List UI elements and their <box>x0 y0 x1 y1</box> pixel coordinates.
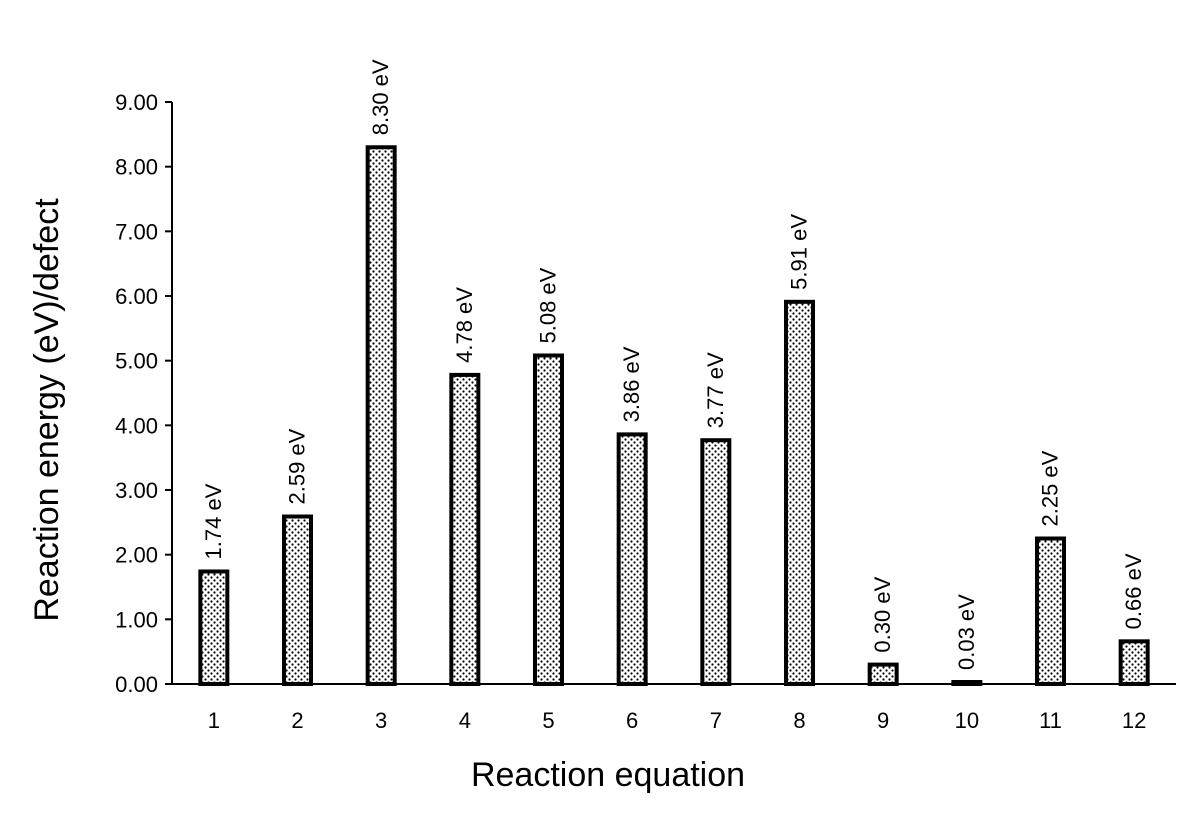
y-tick-label: 9.00 <box>115 90 158 115</box>
data-label: 3.77 eV <box>703 352 728 428</box>
data-label: 0.03 eV <box>954 594 979 670</box>
x-tick-label: 5 <box>542 708 554 733</box>
x-tick-label: 11 <box>1039 708 1062 733</box>
data-label: 8.30 eV <box>368 59 393 135</box>
y-tick-label: 3.00 <box>115 478 158 503</box>
bar <box>449 372 481 686</box>
data-label: 4.78 eV <box>452 287 477 363</box>
y-tick-label: 1.00 <box>115 607 158 632</box>
x-tick-label: 3 <box>375 708 387 733</box>
x-tick-label: 6 <box>626 708 638 733</box>
y-axis-ticks: 0.00 1.00 2.00 3.00 4.00 5.00 6.00 7.00 8.00 9.00 <box>115 90 172 697</box>
bars <box>198 145 1150 687</box>
data-label: 1.74 eV <box>201 483 226 559</box>
x-tick-label: 12 <box>1122 708 1146 733</box>
x-axis-title: Reaction equation <box>471 756 745 794</box>
bar <box>365 145 397 686</box>
x-tick-label: 7 <box>710 708 722 733</box>
data-label: 3.86 eV <box>619 346 644 422</box>
bar <box>1035 536 1066 686</box>
bar <box>616 432 648 686</box>
bar <box>867 662 899 686</box>
x-axis-ticks: 1 2 3 4 5 6 7 8 9 10 11 12 <box>208 708 1147 733</box>
x-tick-label: 1 <box>208 708 220 733</box>
bar <box>700 438 732 686</box>
data-label: 2.59 eV <box>285 428 310 504</box>
x-tick-label: 9 <box>877 708 889 733</box>
y-tick-label: 7.00 <box>115 219 158 244</box>
bar <box>784 299 815 686</box>
data-label: 5.08 eV <box>536 267 561 343</box>
y-tick-label: 4.00 <box>115 413 158 438</box>
x-tick-label: 2 <box>291 708 303 733</box>
x-tick-label: 4 <box>459 708 471 733</box>
y-tick-label: 0.00 <box>115 672 158 697</box>
x-tick-label: 8 <box>793 708 805 733</box>
data-labels: 1.74 eV 2.59 eV 8.30 eV 4.78 eV 5.08 eV 3.86 … <box>201 59 1146 670</box>
data-label: 5.91 eV <box>787 214 812 290</box>
bar <box>282 514 313 686</box>
y-axis-title: Reaction energy (eV)/defect <box>28 198 66 622</box>
data-label: 2.25 eV <box>1038 450 1063 526</box>
x-tick-label: 10 <box>955 708 979 733</box>
y-tick-label: 8.00 <box>115 155 158 180</box>
bar <box>1118 639 1150 687</box>
y-tick-label: 5.00 <box>115 349 158 374</box>
y-tick-label: 6.00 <box>115 284 158 309</box>
data-label: 0.66 eV <box>1121 553 1146 629</box>
bar <box>198 569 230 686</box>
data-label: 0.30 eV <box>870 576 895 652</box>
y-tick-label: 2.00 <box>115 543 158 568</box>
bar <box>533 353 564 686</box>
